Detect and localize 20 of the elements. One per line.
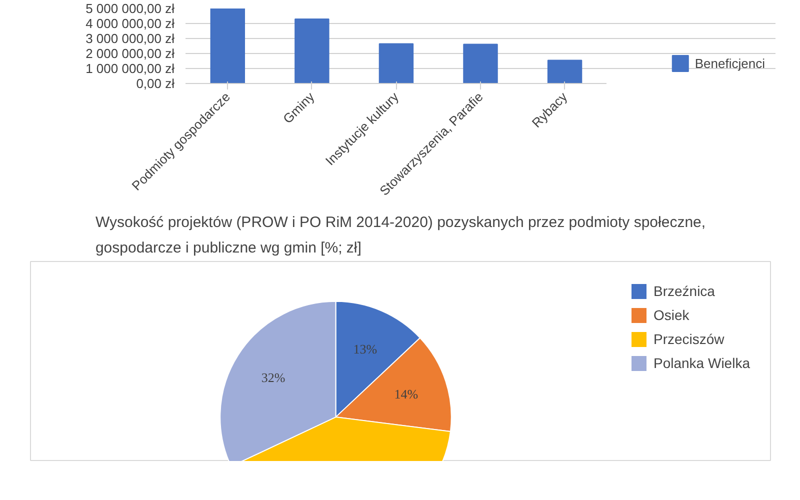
legend-label: Brzeźnica (654, 283, 715, 299)
legend-label: Beneficjenci (694, 56, 765, 70)
y-tick-label: 1 000 000,00 zł (86, 61, 175, 76)
data-label: 32% (261, 370, 286, 385)
legend-label: Przeciszów (654, 331, 724, 347)
legend-label: Osiek (654, 307, 690, 323)
data-label: 13% (353, 342, 378, 357)
y-tick-label: 4 000 000,00 zł (86, 16, 175, 31)
bar (210, 8, 245, 84)
chart-title: Wysokość projektów (PROW i PO RiM 2014-2020) pozyskanych przez podmioty społeczne, gospodarcze i publiczne wg gmin [%; zł] (95, 214, 706, 256)
y-tick-label: 0,00 zł (136, 76, 175, 91)
bar (547, 60, 582, 84)
bar (463, 44, 498, 84)
y-tick-label: 3 000 000,00 zł (86, 31, 175, 46)
legend-label: Polanka Wielka (654, 355, 750, 371)
y-tick-label: 5 000 000,00 zł (86, 1, 175, 16)
y-tick-label: 2 000 000,00 zł (86, 46, 175, 61)
data-label: 14% (394, 386, 418, 402)
bar (294, 18, 330, 84)
bar (378, 43, 414, 84)
